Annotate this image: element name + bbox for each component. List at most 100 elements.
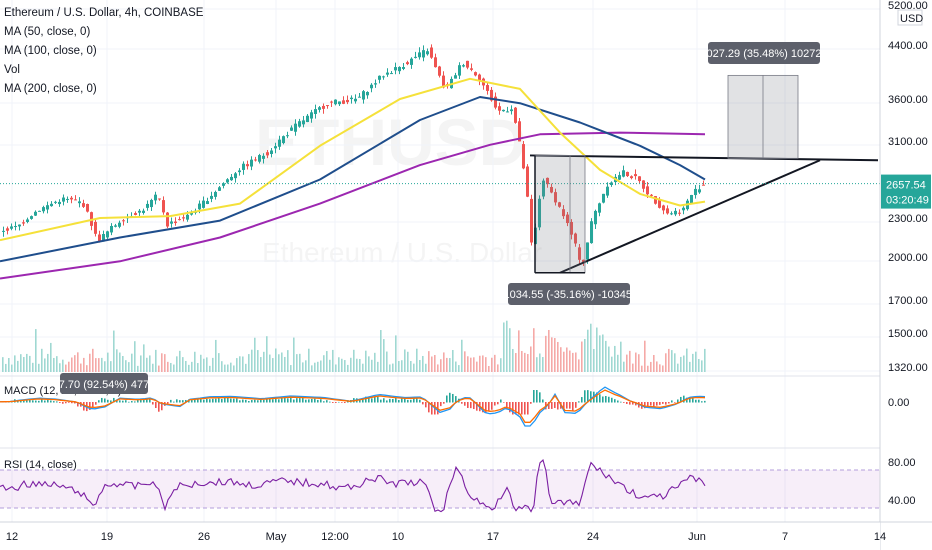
candle-body[interactable] <box>334 99 337 105</box>
candle-body[interactable] <box>38 210 41 212</box>
candle-body[interactable] <box>454 75 457 79</box>
candle-body[interactable] <box>78 201 81 204</box>
candle-body[interactable] <box>2 230 5 232</box>
candle-body[interactable] <box>290 127 293 131</box>
candle-body[interactable] <box>110 225 113 233</box>
candle-body[interactable] <box>650 194 653 196</box>
candle-body[interactable] <box>526 166 529 197</box>
candle-body[interactable] <box>86 204 89 212</box>
candle-body[interactable] <box>142 210 145 213</box>
currency-badge-bg[interactable] <box>897 9 923 26</box>
candle-body[interactable] <box>250 159 253 167</box>
candle-body[interactable] <box>106 231 109 238</box>
rsi-pane[interactable]: RSI (14, close) <box>0 447 880 513</box>
candle-body[interactable] <box>554 192 557 203</box>
candle-body[interactable] <box>590 221 593 244</box>
candle-body[interactable] <box>374 83 377 85</box>
candle-body[interactable] <box>682 207 685 211</box>
candle-body[interactable] <box>50 203 53 207</box>
candle-body[interactable] <box>574 233 577 244</box>
candle-body[interactable] <box>198 203 201 210</box>
candle-body[interactable] <box>626 171 629 177</box>
candle-body[interactable] <box>550 186 553 193</box>
candle-body[interactable] <box>670 213 673 215</box>
candle-body[interactable] <box>222 183 225 186</box>
candle-body[interactable] <box>186 214 189 220</box>
candle-body[interactable] <box>270 150 273 154</box>
candle-body[interactable] <box>558 202 561 207</box>
candle-body[interactable] <box>350 97 353 100</box>
symbol-title[interactable]: Ethereum / U.S. Dollar, 4h, COINBASE <box>4 7 204 19</box>
candle-body[interactable] <box>514 107 517 123</box>
candle-body[interactable] <box>274 146 277 149</box>
candle-body[interactable] <box>118 222 121 227</box>
candle-body[interactable] <box>282 136 285 144</box>
candle-body[interactable] <box>70 197 73 200</box>
candle-body[interactable] <box>426 51 429 55</box>
candle-body[interactable] <box>298 121 301 127</box>
candle-body[interactable] <box>286 135 289 137</box>
candle-body[interactable] <box>634 174 637 177</box>
candle-body[interactable] <box>174 221 177 224</box>
candle-body[interactable] <box>6 228 9 231</box>
candle-body[interactable] <box>646 186 649 195</box>
candle-body[interactable] <box>254 159 257 161</box>
candle-body[interactable] <box>410 58 413 65</box>
candle-body[interactable] <box>166 212 169 227</box>
candle-body[interactable] <box>498 106 501 111</box>
candle-body[interactable] <box>218 187 221 191</box>
rsi-label[interactable]: RSI (14, close) <box>4 459 77 471</box>
candle-body[interactable] <box>262 155 265 159</box>
candle-body[interactable] <box>418 52 421 58</box>
candle-body[interactable] <box>170 221 173 224</box>
candle-body[interactable] <box>618 175 621 180</box>
candle-body[interactable] <box>610 182 613 185</box>
candle-body[interactable] <box>462 65 465 67</box>
candle-body[interactable] <box>74 199 77 201</box>
candle-body[interactable] <box>46 205 49 210</box>
candle-body[interactable] <box>302 120 305 125</box>
candle-body[interactable] <box>414 56 417 58</box>
candle-body[interactable] <box>310 112 313 119</box>
candle-body[interactable] <box>602 193 605 203</box>
candle-body[interactable] <box>266 152 269 156</box>
candle-body[interactable] <box>442 75 445 88</box>
candle-body[interactable] <box>210 195 213 199</box>
candle-body[interactable] <box>154 194 157 201</box>
candle-body[interactable] <box>138 210 141 213</box>
candle-body[interactable] <box>134 213 137 215</box>
up-move-label[interactable]: 1027.29 (35.48%) 102729 <box>700 42 828 64</box>
candle-body[interactable] <box>694 188 697 196</box>
legend-vol[interactable]: Vol <box>4 64 20 76</box>
candle-body[interactable] <box>430 47 433 58</box>
candle-body[interactable] <box>358 96 361 98</box>
candle-body[interactable] <box>398 66 401 72</box>
candle-body[interactable] <box>338 101 341 105</box>
candle-body[interactable] <box>378 75 381 80</box>
candle-body[interactable] <box>102 234 105 242</box>
candle-body[interactable] <box>402 67 405 69</box>
candle-body[interactable] <box>342 100 345 104</box>
down-move-label[interactable]: -1034.55 (-35.16%) -103455 <box>500 283 638 305</box>
candle-body[interactable] <box>606 186 609 196</box>
candle-body[interactable] <box>370 84 373 89</box>
candle-body[interactable] <box>622 170 625 177</box>
candle-body[interactable] <box>690 194 693 204</box>
candle-body[interactable] <box>182 217 185 219</box>
candle-body[interactable] <box>594 210 597 225</box>
candle-body[interactable] <box>582 259 585 263</box>
candle-body[interactable] <box>34 211 37 216</box>
trendline-1[interactable] <box>559 159 821 274</box>
candle-body[interactable] <box>234 173 237 179</box>
candle-body[interactable] <box>702 184 705 186</box>
candle-body[interactable] <box>598 203 601 213</box>
macd-measure-label[interactable]: 47.70 (92.54%) 4770 <box>53 373 156 394</box>
candle-body[interactable] <box>230 176 233 181</box>
candle-body[interactable] <box>238 170 241 173</box>
candle-body[interactable] <box>470 68 473 70</box>
measure-tools[interactable]: -1034.55 (-35.16%) -103455 1027.29 (35.48… <box>500 42 828 305</box>
candle-body[interactable] <box>458 65 461 76</box>
candle-body[interactable] <box>362 91 365 100</box>
candle-body[interactable] <box>278 139 281 147</box>
